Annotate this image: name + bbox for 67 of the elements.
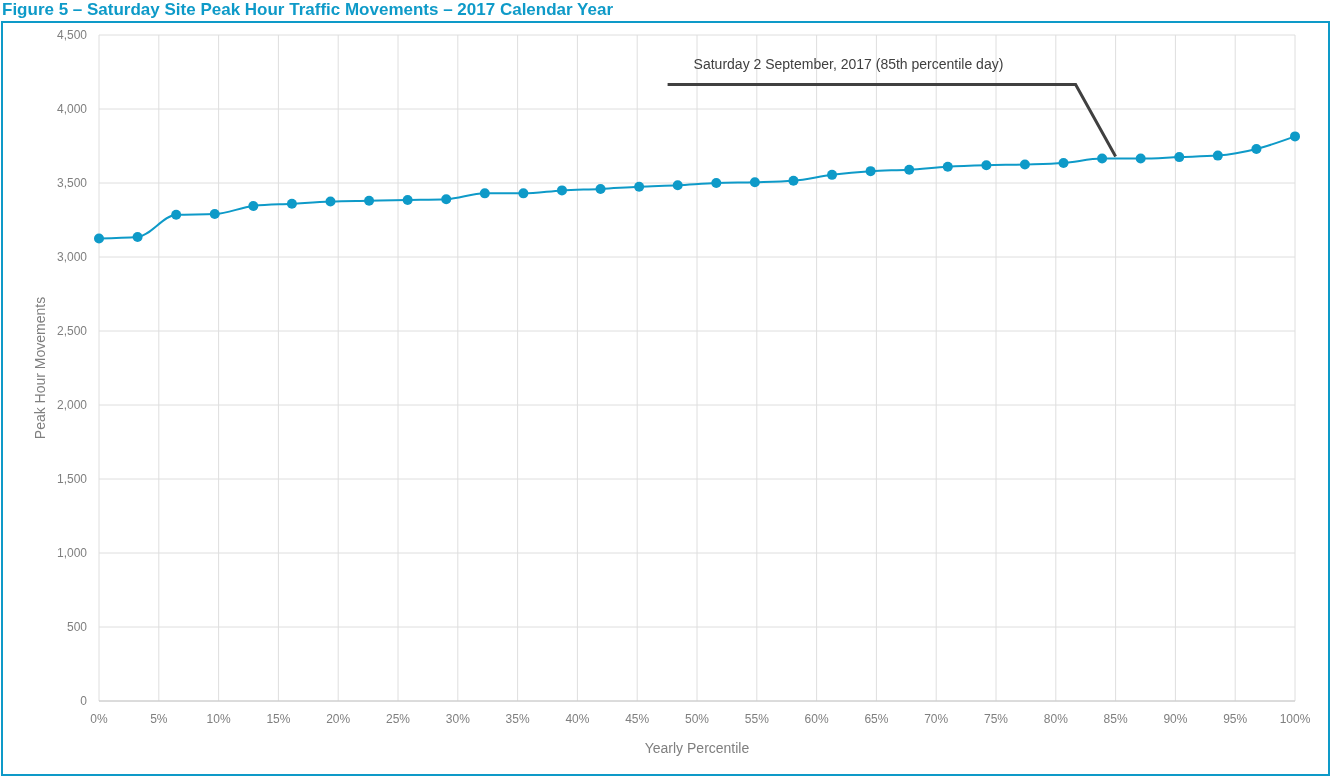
x-tick-label: 10%: [206, 712, 231, 726]
chart-title: Figure 5 – Saturday Site Peak Hour Traffic Movements – 2017 Calendar Year: [2, 0, 614, 19]
point: [981, 160, 992, 171]
x-tick-label: 0%: [90, 712, 108, 726]
point: [1097, 153, 1108, 164]
y-tick-label: 500: [66, 620, 88, 635]
x-tick-label: 20%: [326, 712, 351, 726]
x-tick-label: 70%: [924, 712, 949, 726]
annotation: Saturday 2 September, 2017 (85th percentile day): [693, 55, 1004, 72]
y-tick-label: 0: [80, 694, 88, 709]
point: [248, 200, 259, 211]
x-tick-label: 45%: [625, 712, 650, 726]
point: [749, 177, 760, 188]
y-tick-label: 1,500: [56, 472, 88, 487]
point: [94, 233, 104, 244]
point: [904, 164, 915, 175]
point: [132, 232, 143, 243]
point: [441, 194, 452, 205]
x-tick-label: 15%: [266, 712, 291, 726]
point: [171, 209, 182, 220]
point: [325, 196, 336, 207]
point: [518, 188, 529, 199]
point: [479, 188, 490, 199]
x-tick-label: 50%: [684, 712, 710, 726]
point: [1019, 159, 1030, 170]
y-tick-label: 4,500: [56, 28, 88, 43]
y-axis-title: Peak Hour Movements: [32, 296, 48, 440]
point: [672, 180, 683, 191]
x-tick-label: 100%: [1279, 712, 1311, 726]
point: [788, 175, 799, 186]
x-tick-label: 60%: [804, 712, 829, 726]
point: [865, 166, 876, 177]
x-tick-label: 80%: [1043, 712, 1069, 726]
x-tick-label: 75%: [983, 712, 1009, 726]
x-tick-label: 40%: [565, 712, 590, 726]
y-tick-label: 2,500: [56, 324, 88, 339]
y-tick-label: 2,000: [56, 398, 88, 413]
point: [634, 181, 645, 192]
x-tick-label: 95%: [1223, 712, 1248, 726]
x-tick-label: 65%: [864, 712, 889, 726]
y-tick-label: 3,500: [56, 176, 88, 191]
point: [942, 161, 953, 172]
point: [1212, 150, 1223, 161]
point: [1251, 143, 1262, 154]
point: [1135, 153, 1146, 164]
point: [1290, 131, 1300, 142]
point: [286, 198, 297, 209]
point: [402, 195, 413, 206]
x-tick-label: 30%: [445, 712, 471, 726]
x-tick-label: 5%: [150, 712, 168, 726]
x-tick-label: 55%: [744, 712, 770, 726]
x-tick-label: 35%: [505, 712, 530, 726]
y-tick-label: 1,000: [56, 546, 88, 561]
x-tick-label: 85%: [1103, 712, 1128, 726]
y-tick-label: 4,000: [56, 102, 88, 117]
point: [556, 185, 567, 196]
point: [1058, 158, 1069, 169]
x-axis-title: Yearly Percentile: [644, 740, 750, 756]
point: [711, 178, 722, 188]
point: [827, 169, 838, 180]
point: [1174, 152, 1185, 163]
point: [209, 209, 220, 220]
point: [595, 183, 606, 194]
point: [364, 195, 375, 206]
x-tick-label: 25%: [385, 712, 411, 726]
x-tick-label: 90%: [1163, 712, 1188, 726]
y-tick-label: 3,000: [56, 250, 88, 265]
